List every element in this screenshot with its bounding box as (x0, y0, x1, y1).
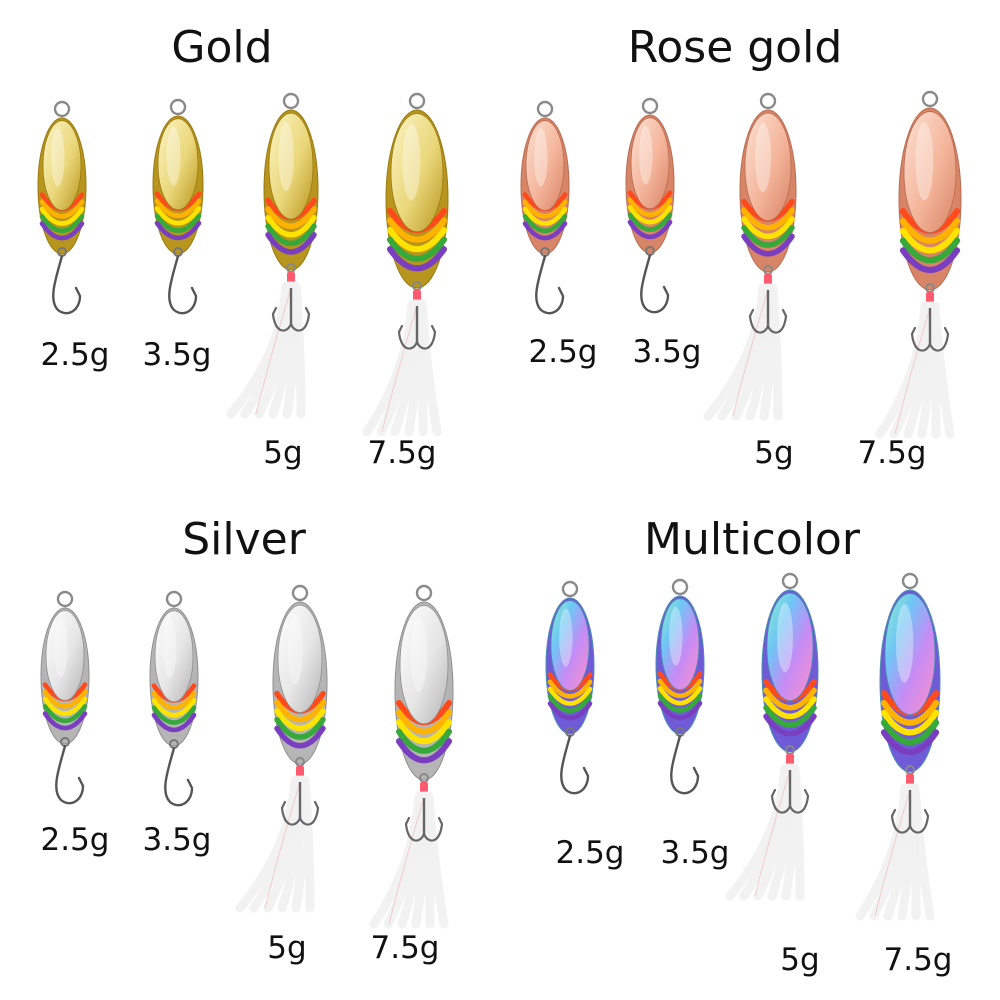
split-ring-icon (901, 572, 919, 590)
lure-gold-7.5g (362, 92, 449, 437)
split-ring-icon (536, 100, 554, 118)
feather-tail (703, 283, 783, 421)
lure-rose-gold-5g (703, 92, 797, 421)
single-hook-icon (164, 746, 194, 807)
weight-label: 7.5g (883, 942, 953, 978)
weight-label: 7.5g (367, 435, 437, 471)
treble-hook-icon (748, 290, 788, 334)
split-ring-icon (291, 584, 309, 602)
treble-hook-icon (770, 770, 810, 814)
rainbow-stripes (265, 197, 317, 255)
feather-tail (362, 299, 442, 437)
lure-silver-5g (235, 584, 328, 913)
spoon-front-blade (550, 600, 590, 691)
rainbow-stripes (386, 207, 448, 272)
feather-tail (725, 763, 805, 901)
treble-hook-icon (404, 798, 444, 842)
spoon-front-blade (399, 605, 449, 725)
lure-gold-3.5g (152, 98, 204, 315)
split-ring-icon (53, 100, 71, 118)
lure-rose-gold-3.5g (625, 97, 675, 314)
group-title-gold: Gold (171, 22, 273, 73)
rainbow-stripes (39, 192, 85, 241)
lure-multicolor-3.5g (655, 578, 705, 795)
feather-tail (369, 791, 449, 929)
spoon-front-blade (390, 113, 444, 233)
lure-multicolor-7.5g (855, 572, 941, 921)
feather-tail (855, 783, 935, 921)
lure-silver-2.5g (40, 590, 90, 805)
weight-label: 5g (267, 930, 307, 966)
treble-hook-icon (397, 306, 437, 350)
single-hook-icon (640, 253, 670, 314)
spoon-front-blade (154, 610, 194, 703)
feather-tail (226, 281, 306, 419)
split-ring-icon (671, 578, 689, 596)
weight-label: 3.5g (142, 822, 212, 858)
group-title-rose-gold: Rose gold (627, 22, 843, 73)
group-title-multicolor: Multicolor (644, 514, 860, 565)
weight-label: 7.5g (857, 435, 927, 471)
lure-silver-7.5g (369, 584, 454, 929)
spoon-front-blade (277, 604, 323, 713)
weight-label: 3.5g (142, 337, 212, 373)
group-title-silver: Silver (182, 514, 306, 565)
lure-silver-3.5g (149, 590, 199, 807)
split-ring-icon (282, 92, 300, 110)
spoon-front-blade (660, 598, 700, 691)
treble-hook-icon (280, 782, 320, 826)
weight-label: 2.5g (40, 822, 110, 858)
spoon-front-blade (630, 117, 670, 210)
spoon-front-blade (744, 112, 792, 221)
single-hook-icon (52, 254, 82, 315)
split-ring-icon (408, 92, 426, 110)
weight-label: 3.5g (660, 835, 730, 871)
lure-multicolor-2.5g (545, 580, 595, 795)
single-hook-icon (55, 744, 85, 805)
weight-label: 2.5g (555, 835, 625, 871)
split-ring-icon (561, 580, 579, 598)
split-ring-icon (781, 572, 799, 590)
single-hook-icon (670, 734, 700, 795)
split-ring-icon (921, 90, 939, 108)
spoon-front-blade (268, 112, 314, 220)
lure-gold-2.5g (37, 100, 87, 315)
weight-label: 2.5g (40, 337, 110, 373)
lure-gold-5g (226, 92, 319, 419)
single-hook-icon (560, 734, 590, 795)
treble-hook-icon (910, 308, 950, 352)
weight-label: 5g (263, 435, 303, 471)
split-ring-icon (641, 97, 659, 115)
spoon-front-blade (766, 592, 814, 701)
weight-label: 7.5g (370, 930, 440, 966)
split-ring-icon (165, 590, 183, 608)
weight-label: 3.5g (632, 334, 702, 370)
split-ring-icon (169, 98, 187, 116)
spoon-front-blade (884, 593, 936, 716)
lure-rose-gold-7.5g (875, 90, 962, 439)
lure-rose-gold-2.5g (520, 100, 570, 315)
treble-hook-icon (890, 790, 930, 834)
spoon-front-blade (42, 120, 82, 211)
split-ring-icon (759, 92, 777, 110)
spoon-front-blade (903, 111, 957, 234)
weight-label: 5g (780, 942, 820, 978)
lure-multicolor-5g (725, 572, 819, 901)
treble-hook-icon (271, 288, 311, 332)
single-hook-icon (168, 254, 198, 315)
weight-label: 2.5g (528, 334, 598, 370)
spoon-front-blade (525, 120, 565, 211)
spoon-front-blade (45, 610, 85, 701)
feather-tail (875, 301, 955, 439)
split-ring-icon (56, 590, 74, 608)
weight-label: 5g (754, 435, 794, 471)
rainbow-stripes (151, 683, 197, 733)
spoon-front-blade (157, 118, 199, 211)
split-ring-icon (415, 584, 433, 602)
single-hook-icon (535, 254, 565, 315)
